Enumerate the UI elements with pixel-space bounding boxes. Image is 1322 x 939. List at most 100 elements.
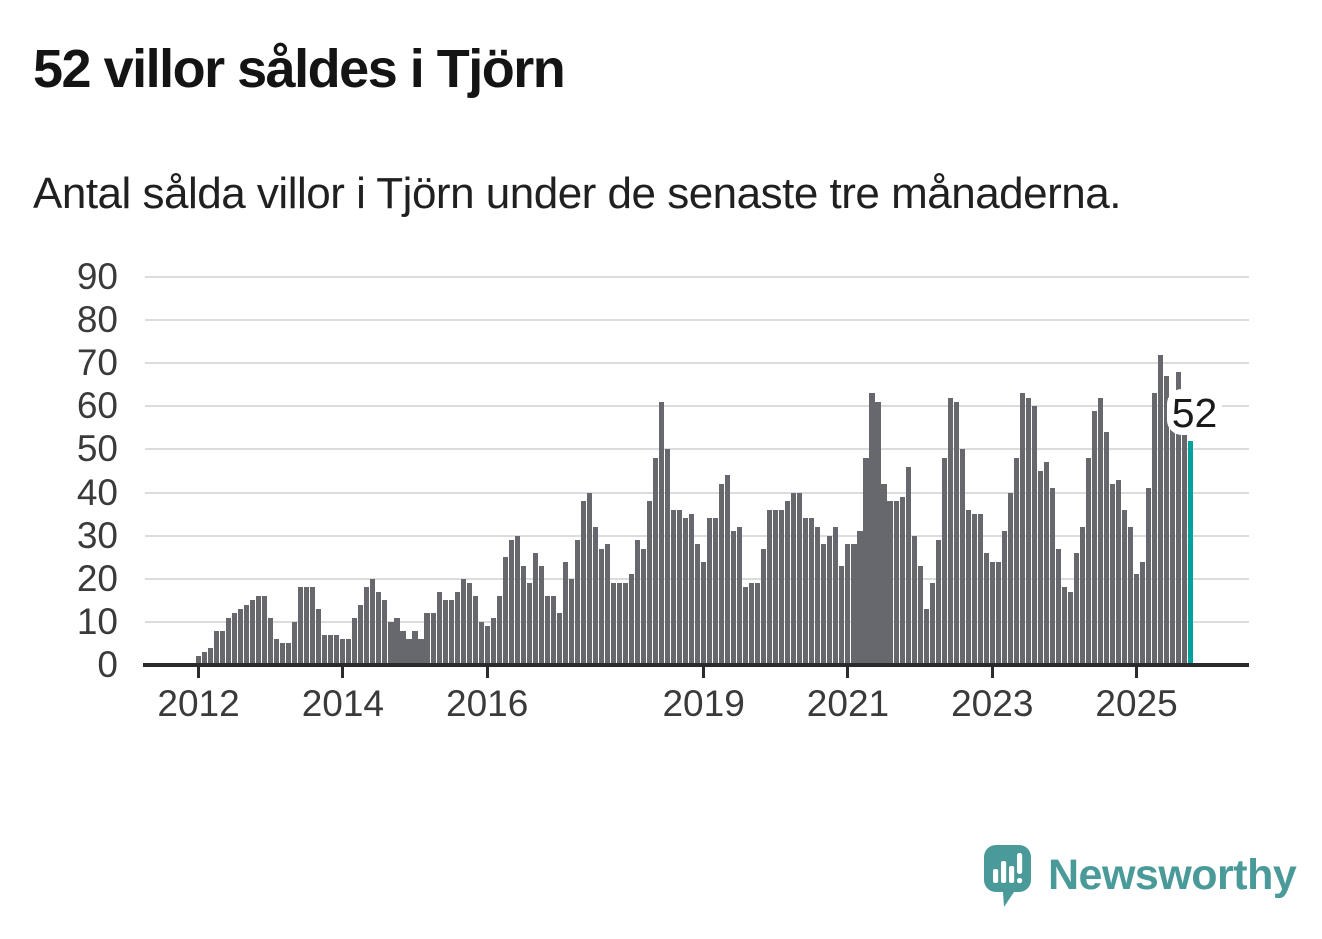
- bar: [785, 501, 791, 663]
- bar: [671, 509, 677, 663]
- bar: [1128, 527, 1134, 663]
- bar: [767, 509, 773, 663]
- bar: [791, 492, 797, 663]
- bar: [875, 402, 881, 663]
- bar: [424, 613, 430, 663]
- x-axis-tick-label: 2021: [806, 683, 890, 724]
- x-axis-tick-label: 2016: [446, 683, 529, 724]
- bar: [574, 539, 580, 663]
- bar: [749, 583, 755, 663]
- bar: [502, 557, 508, 663]
- bar: [851, 544, 857, 663]
- x-axis-line: [143, 663, 1249, 667]
- bar: [388, 621, 394, 663]
- bar: [695, 544, 701, 663]
- bar: [869, 393, 875, 663]
- bar: [983, 552, 989, 663]
- bar: [652, 458, 659, 663]
- bar: [244, 604, 250, 663]
- bar: [568, 578, 574, 663]
- bar: [334, 634, 340, 663]
- bar: [731, 531, 737, 663]
- bar: [845, 544, 851, 663]
- bar: [538, 565, 544, 663]
- x-axis-tick-label: 2014: [301, 683, 385, 724]
- bar: [1049, 488, 1055, 663]
- bar: [448, 600, 454, 663]
- bar: [899, 496, 905, 663]
- bar: [1134, 574, 1140, 663]
- bar: [496, 596, 502, 663]
- x-axis-tick: [846, 666, 850, 678]
- bar: [352, 617, 358, 663]
- bar: [274, 639, 280, 663]
- bar: [941, 458, 947, 663]
- bar: [971, 514, 977, 663]
- bar: [550, 596, 556, 663]
- bar: [580, 501, 586, 663]
- bar: [1031, 406, 1037, 663]
- bar: [779, 509, 785, 663]
- gridline: [145, 491, 1249, 494]
- bar: [340, 639, 346, 663]
- bar: [526, 583, 532, 663]
- bar: [646, 501, 653, 663]
- x-axis-tick-label: 2023: [951, 683, 1034, 724]
- bar: [370, 578, 376, 663]
- bar: [1109, 483, 1116, 663]
- bar: [304, 587, 310, 663]
- bar: [232, 613, 238, 663]
- bar: [316, 608, 322, 663]
- bar: [1061, 587, 1067, 663]
- bar: [226, 617, 232, 663]
- bar: [544, 596, 550, 663]
- x-axis-tick: [341, 666, 345, 678]
- bar: [220, 630, 226, 663]
- annotation-bubble: [1167, 389, 1222, 435]
- bar: [1013, 458, 1019, 663]
- bar: [689, 514, 695, 663]
- bar: [1122, 509, 1128, 663]
- gridline: [145, 405, 1249, 408]
- bar: [202, 652, 208, 663]
- x-axis-tick: [197, 666, 201, 678]
- bar: [208, 647, 214, 663]
- bar: [640, 548, 647, 663]
- bar: [659, 402, 665, 663]
- bar: [881, 483, 887, 663]
- bar: [292, 621, 298, 663]
- bar: [857, 531, 863, 663]
- chart-title: 52 villor såldes i Tjörn: [33, 39, 566, 99]
- bar: [815, 527, 821, 663]
- bar: [556, 613, 562, 663]
- bar: [628, 574, 635, 663]
- bar: [803, 518, 809, 663]
- bar: [1025, 397, 1031, 663]
- bar: [1037, 471, 1043, 663]
- x-axis-tick-label: 2012: [157, 683, 240, 724]
- bar: [1115, 479, 1122, 663]
- gridline: [145, 362, 1249, 365]
- bar: [262, 596, 268, 663]
- bar: [905, 466, 911, 663]
- y-axis-tick-label: 10: [76, 600, 118, 642]
- bar: [1067, 591, 1073, 663]
- bar: [562, 561, 568, 663]
- gridline: [145, 534, 1249, 537]
- bar: [1007, 492, 1013, 663]
- bar: [364, 587, 370, 663]
- bar: [310, 587, 316, 663]
- x-axis-tick: [1135, 666, 1139, 678]
- y-axis-tick-label: 20: [76, 557, 118, 599]
- bar: [1043, 462, 1049, 663]
- bar: [839, 565, 845, 663]
- bar: [472, 596, 478, 663]
- bar: [622, 583, 629, 663]
- bar: [917, 565, 923, 663]
- bar: [701, 561, 707, 663]
- y-axis-tick-label: 40: [76, 471, 118, 513]
- bar: [520, 565, 526, 663]
- chart-subtitle: Antal sålda villor i Tjörn under de sena…: [33, 169, 1121, 218]
- gridline: [145, 276, 1249, 278]
- bar: [947, 397, 953, 663]
